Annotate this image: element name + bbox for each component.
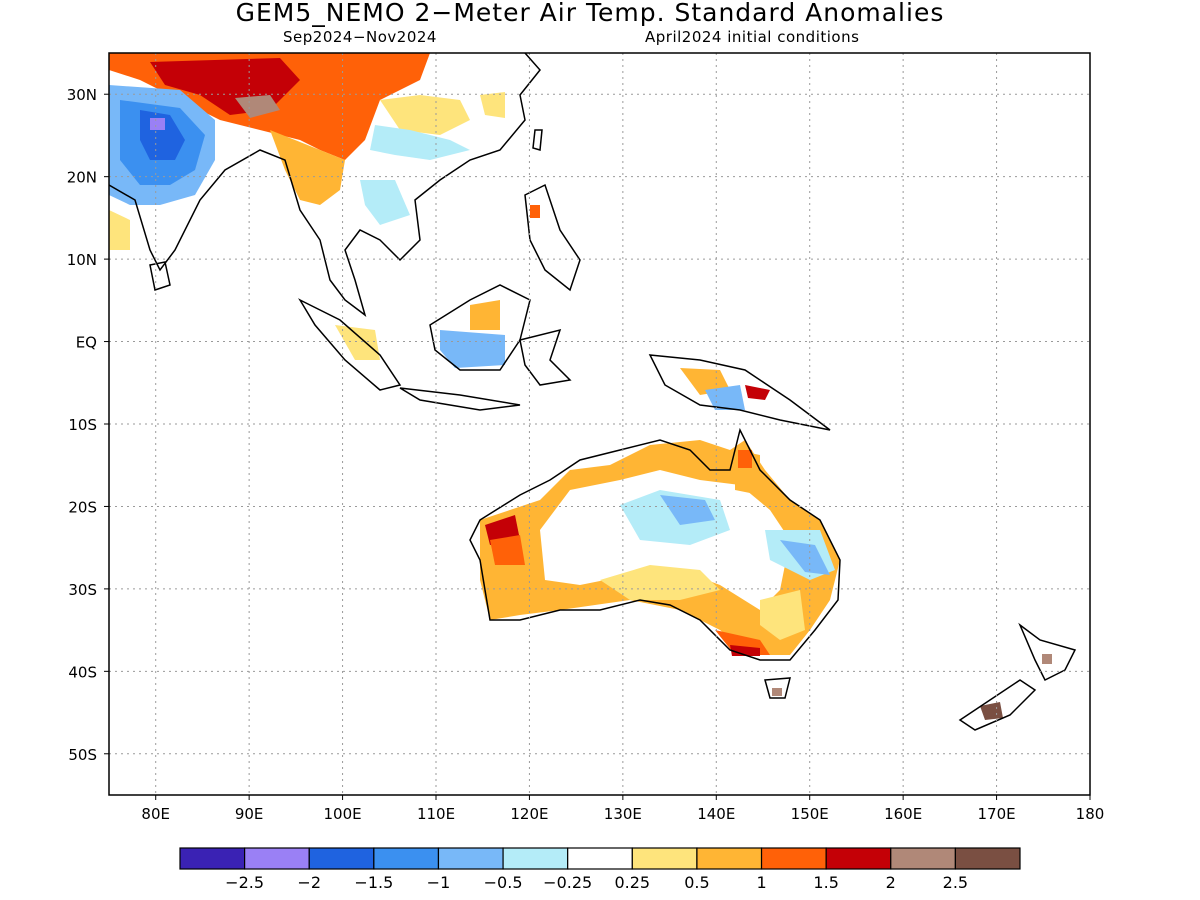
anomaly-nz-brown (980, 702, 1003, 720)
colorbar-swatch (244, 847, 310, 870)
lon-label: 90E (235, 805, 264, 823)
anomaly-borneo-blue (440, 330, 505, 368)
lat-label: 10S (68, 416, 97, 434)
lon-label: 160E (884, 805, 922, 823)
lat-label: 50S (68, 746, 97, 764)
colorbar-swatch (760, 847, 827, 870)
anomaly-sumatra-yellow (335, 325, 380, 360)
lon-label: 150E (791, 805, 829, 823)
anomaly-south-india-yellow (109, 210, 130, 250)
colorbar-swatch (567, 847, 633, 870)
coast-australia (469, 427, 841, 661)
anomaly-australia-west-orange (490, 535, 525, 565)
coast-philippines (524, 183, 581, 292)
colorbar-swatch (631, 847, 698, 870)
lat-label: 30S (68, 581, 97, 599)
coastlines (109, 53, 1077, 731)
initial-conditions: April2024 initial conditions (645, 28, 860, 46)
anomaly-burma-yellow (270, 130, 345, 205)
coast-sulawesi (519, 328, 572, 386)
colorbar-label: −2.5 (225, 873, 264, 892)
lon-label: 180 (1076, 805, 1105, 823)
colorbar-swatch (308, 847, 375, 870)
latitude-labels: 30N 20N 10N EQ 10S 20S 30S 40S 50S (67, 86, 109, 764)
longitude-labels: 80E 90E 100E 110E 120E 130E 140E 150E 160E 170E 18… (141, 795, 1104, 823)
lon-label: 170E (978, 805, 1016, 823)
coast-asia (109, 53, 541, 317)
coast-new-guinea (648, 354, 831, 431)
colorbar-swatch (179, 847, 246, 870)
lon-label: 80E (141, 805, 170, 823)
lat-label: 20S (68, 498, 97, 516)
colorbar-label: −0.25 (543, 873, 592, 892)
lat-label: 10N (67, 251, 97, 269)
lat-label: 40S (68, 663, 97, 681)
coast-nz-north (1018, 622, 1077, 682)
gridlines (109, 53, 1090, 795)
anomaly-australia-blue-east (780, 540, 830, 575)
anomaly-china-yellow (380, 95, 470, 135)
anomaly-australia-ne-red (738, 450, 752, 468)
colorbar-labels: −2.5 −2 −1.5 −1 −0.5 −0.25 0.25 0.5 1 1.5 2 2.5 (225, 873, 968, 892)
anomaly-tibet-brown (235, 95, 280, 118)
anomaly-india-purple (150, 118, 165, 130)
colorbar-swatch (954, 847, 1021, 870)
colorbar-swatch (437, 847, 504, 870)
lon-label: 120E (510, 805, 548, 823)
lon-label: 100E (324, 805, 362, 823)
coast-java (399, 387, 521, 411)
colorbar-label: 2 (886, 873, 896, 892)
colorbar-swatch (696, 847, 763, 870)
colorbar-swatch (890, 847, 956, 870)
lat-label: EQ (76, 334, 97, 352)
anomaly-china-lightblue (370, 125, 470, 160)
anomaly-korea-yellow (480, 92, 505, 118)
anomaly-papua-blue (705, 385, 745, 410)
coast-sri-lanka (149, 261, 171, 291)
anomaly-indochina-lightblue (360, 180, 410, 225)
map-frame (108, 52, 1091, 796)
lat-label: 20N (67, 169, 97, 187)
colorbar-swatch (373, 847, 440, 870)
lon-label: 110E (417, 805, 455, 823)
lat-label: 30N (67, 86, 97, 104)
anomaly-borneo-yellow (470, 300, 500, 330)
anomaly-australia-se-yellow (760, 590, 805, 640)
coast-tasmania (764, 677, 791, 699)
forecast-period: Sep2024−Nov2024 (283, 28, 437, 46)
colorbar-label: 0.25 (614, 873, 650, 892)
colorbar-swatch (502, 847, 569, 870)
anomaly-papua-red (745, 385, 770, 400)
colorbar-label: 2.5 (943, 873, 968, 892)
lon-label: 130E (604, 805, 642, 823)
colorbar-label: 1.5 (813, 873, 838, 892)
lon-label: 140E (697, 805, 735, 823)
anomaly-nz-north-brown (1042, 654, 1052, 664)
anomaly-shading (109, 53, 1052, 720)
colorbar-label: −1.5 (354, 873, 393, 892)
anomaly-australia-lightyellow (600, 565, 720, 600)
colorbar-label: −1 (427, 873, 451, 892)
anomaly-philippines-red (530, 205, 540, 218)
map-title: GEM5_NEMO 2−Meter Air Temp. Standard Ano… (235, 0, 945, 27)
colorbar-swatch (825, 847, 892, 870)
coast-taiwan (532, 129, 543, 151)
colorbar-label: −0.5 (484, 873, 523, 892)
coast-nz-south (958, 679, 1037, 731)
anomaly-australia-blue-center (660, 495, 715, 525)
anomaly-tasmania-brown (772, 688, 782, 696)
colorbar (179, 847, 1021, 870)
colorbar-label: 0.5 (684, 873, 709, 892)
colorbar-label: −2 (297, 873, 321, 892)
coast-sumatra (298, 298, 402, 391)
colorbar-label: 1 (756, 873, 766, 892)
